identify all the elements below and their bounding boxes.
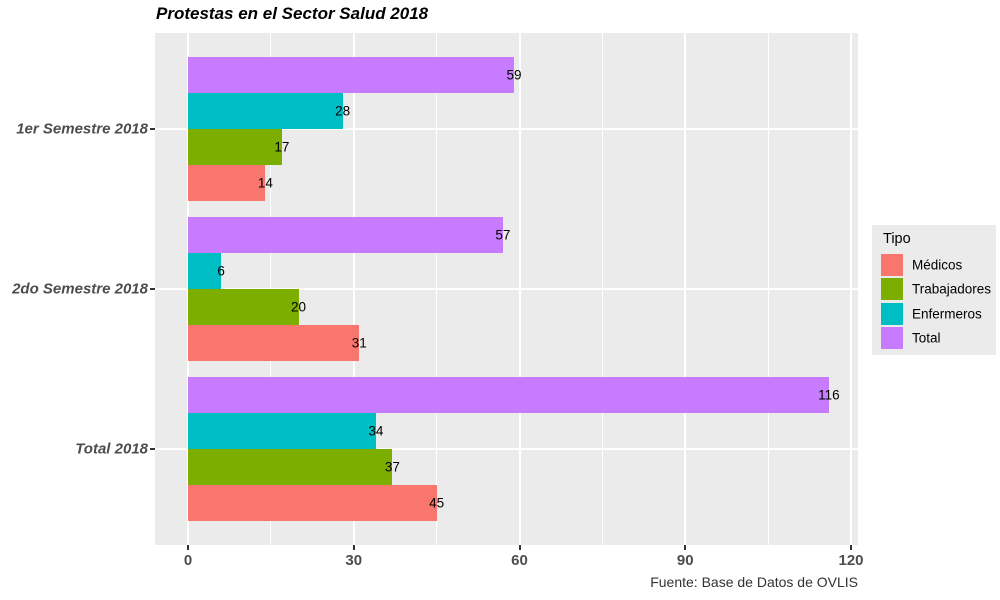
legend-title: Tipo: [883, 231, 911, 247]
bar-value-label: 6: [217, 263, 225, 279]
y-category-label: 1er Semestre 2018: [16, 120, 148, 138]
bar-trabajadores: [188, 449, 393, 485]
bar-value-label: 37: [384, 459, 400, 475]
bar-total: [188, 377, 829, 413]
legend-swatch-trabajadores: [881, 278, 903, 301]
x-tick-label: 90: [676, 552, 694, 569]
x-tick-mark: [352, 545, 355, 550]
x-tick-mark: [684, 545, 687, 550]
x-tick-label: 0: [183, 552, 193, 569]
major-gridline: [155, 128, 858, 130]
bar-value-label: 14: [257, 175, 273, 191]
bar-enfermeros: [188, 253, 222, 289]
legend-item-label: Trabajadores: [912, 281, 992, 297]
y-category-label: Total 2018: [75, 440, 148, 458]
bar-value-label: 31: [351, 335, 367, 351]
major-gridline: [155, 288, 858, 290]
y-tick-mark: [150, 448, 155, 450]
legend: Tipo Médicos Trabajadores Enfermeros Total: [872, 225, 996, 355]
bar-enfermeros: [188, 93, 343, 129]
bar-total: [188, 57, 514, 93]
bar-value-label: 59: [506, 67, 522, 83]
x-tick-mark: [518, 545, 521, 550]
x-tick-mark: [850, 545, 852, 550]
chart-title: Protestas en el Sector Salud 2018: [156, 4, 429, 23]
y-tick-mark: [150, 128, 155, 130]
legend-swatch-enfermeros: [881, 302, 903, 325]
bar-enfermeros: [188, 413, 376, 449]
legend-swatch-total: [881, 327, 903, 350]
bar-value-label: 20: [290, 299, 307, 315]
bar-médicos: [188, 165, 266, 201]
bar-value-label: 28: [335, 103, 351, 119]
source-caption: Fuente: Base de Datos de OVLIS: [650, 574, 858, 590]
bar-value-label: 17: [274, 139, 290, 155]
y-tick-mark: [150, 288, 155, 290]
bar-value-label: 34: [368, 423, 384, 439]
plot-panel: 59 28 17 14 57 6 20 31 116 34 37 45: [155, 33, 858, 545]
bar-value-label: 116: [818, 387, 840, 403]
y-category-label: 2do Semestre 2018: [12, 280, 148, 298]
bar-trabajadores: [188, 129, 282, 165]
bar-médicos: [188, 325, 360, 361]
legend-item-label: Enfermeros: [912, 306, 982, 322]
legend-swatch-médicos: [881, 254, 903, 276]
x-tick-label: 120: [838, 552, 864, 569]
x-tick-label: 60: [511, 552, 528, 569]
legend-item-label: Médicos: [912, 257, 963, 273]
bar-value-label: 57: [495, 227, 511, 243]
x-tick-mark: [187, 545, 189, 550]
bar-value-label: 45: [429, 495, 445, 511]
bar-total: [188, 217, 503, 253]
bar-médicos: [188, 485, 437, 521]
major-gridline: [155, 448, 858, 450]
x-tick-label: 30: [345, 552, 363, 569]
legend-item-label: Total: [912, 330, 941, 346]
bar-trabajadores: [188, 289, 299, 325]
